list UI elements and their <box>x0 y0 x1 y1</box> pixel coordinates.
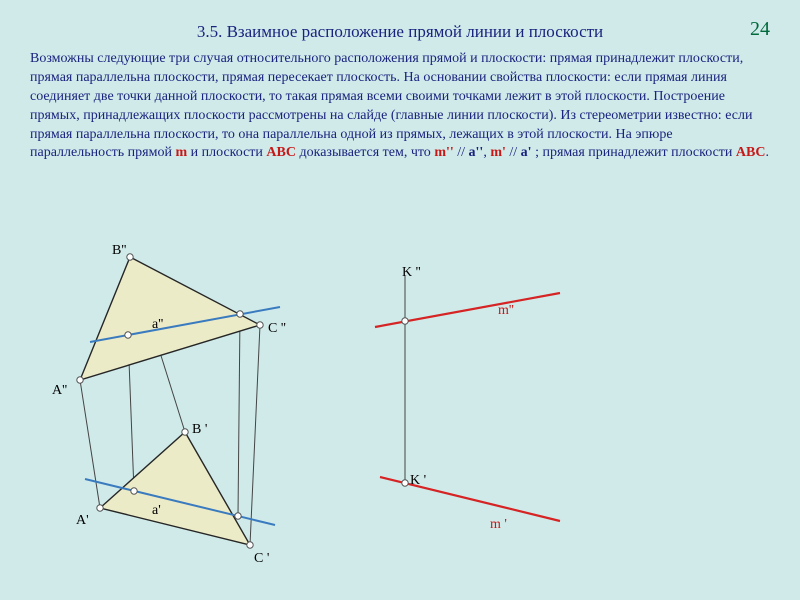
body-paragraph: Возможны следующие три случая относитель… <box>0 50 800 163</box>
diagram-label: a'' <box>152 317 163 333</box>
diagram-label: m ' <box>490 517 507 533</box>
diagram-label: B ' <box>192 422 207 438</box>
diagram-label: C ' <box>254 551 269 567</box>
section-title: 3.5. Взаимное расположение прямой линии … <box>0 0 800 50</box>
diagram-label: B'' <box>112 243 126 259</box>
diagram-label: K ' <box>410 473 426 489</box>
geometry-diagram <box>0 225 800 600</box>
diagram-label: C '' <box>268 321 286 337</box>
page-number: 24 <box>750 18 770 41</box>
diagram-label: a' <box>152 503 161 519</box>
diagram-label: A' <box>76 513 89 529</box>
diagram-label: K '' <box>402 265 421 281</box>
diagram-label: m'' <box>498 303 514 319</box>
diagram-label: A'' <box>52 383 67 399</box>
